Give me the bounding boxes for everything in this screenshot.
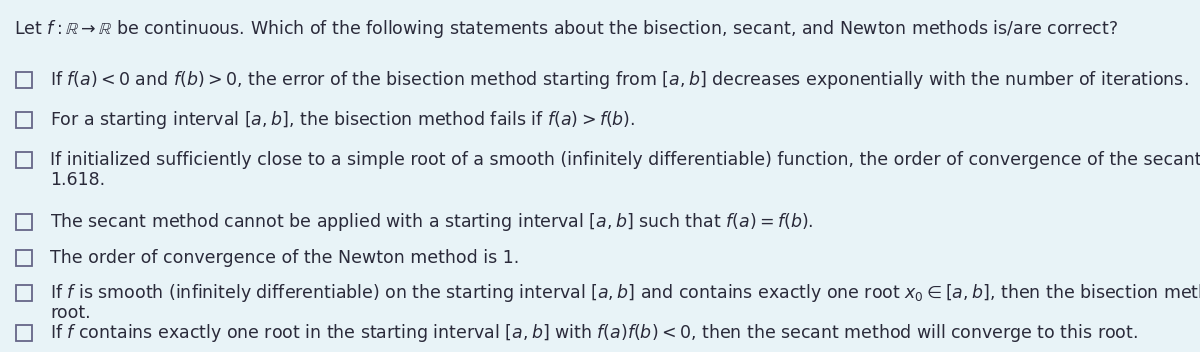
Bar [16, 285, 32, 301]
Text: If $f$ contains exactly one root in the starting interval $[a, b]$ with $f(a)f(b: If $f$ contains exactly one root in the … [50, 322, 1138, 344]
Bar [16, 112, 32, 128]
Text: If $f(a) < 0$ and $f(b) > 0$, the error of the bisection method starting from $[: If $f(a) < 0$ and $f(b) > 0$, the error … [50, 69, 1189, 91]
Text: Let $f : \mathbb{R} \rightarrow \mathbb{R}$ be continuous. Which of the followin: Let $f : \mathbb{R} \rightarrow \mathbb{… [14, 18, 1118, 40]
Text: The secant method cannot be applied with a starting interval $[a, b]$ such that : The secant method cannot be applied with… [50, 211, 814, 233]
Text: If $f$ is smooth (infinitely differentiable) on the starting interval $[a, b]$ a: If $f$ is smooth (infinitely differentia… [50, 282, 1200, 304]
Bar [16, 250, 32, 266]
Text: For a starting interval $[a, b]$, the bisection method fails if $f(a) > f(b)$.: For a starting interval $[a, b]$, the bi… [50, 109, 635, 131]
Bar [16, 72, 32, 88]
Bar [16, 214, 32, 230]
Bar [16, 152, 32, 168]
Text: If initialized sufficiently close to a simple root of a smooth (infinitely diffe: If initialized sufficiently close to a s… [50, 151, 1200, 169]
Text: 1.618.: 1.618. [50, 171, 106, 189]
Text: The order of convergence of the Newton method is 1.: The order of convergence of the Newton m… [50, 249, 520, 267]
Text: root.: root. [50, 304, 91, 322]
Bar [16, 325, 32, 341]
